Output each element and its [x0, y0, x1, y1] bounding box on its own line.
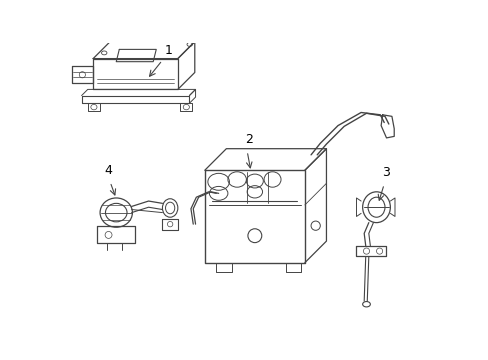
Text: 4: 4: [104, 164, 112, 177]
Text: 2: 2: [245, 132, 253, 145]
Text: 1: 1: [164, 44, 172, 57]
Text: 3: 3: [381, 166, 389, 180]
